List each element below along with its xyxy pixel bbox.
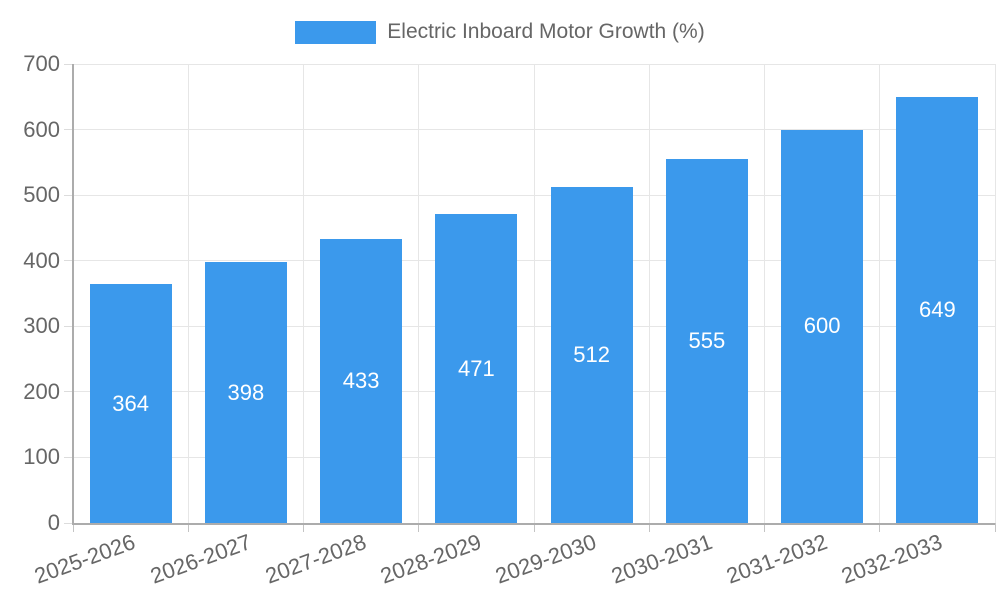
bar-2027-2028[interactable] [320, 239, 403, 523]
y-tick-label: 500 [23, 182, 60, 208]
y-axis-tick [64, 456, 73, 458]
bar-2029-2030[interactable] [550, 187, 633, 523]
x-axis-tick [648, 523, 650, 532]
bar-2026-2027[interactable] [204, 262, 287, 523]
x-tick-label: 2027-2028 [261, 529, 370, 589]
y-axis-line [72, 64, 74, 523]
y-tick-label: 0 [47, 510, 60, 535]
y-axis-tick [64, 391, 73, 393]
y-tick-label: 700 [23, 51, 60, 76]
bar-2028-2029[interactable] [435, 214, 518, 523]
y-tick-label: 600 [23, 116, 60, 142]
y-tick-label: 200 [23, 378, 60, 404]
bar-2025-2026[interactable] [89, 284, 172, 523]
gridline-vertical [648, 64, 650, 523]
x-tick-label: 2029-2030 [492, 529, 600, 589]
y-tick-label: 300 [23, 313, 60, 339]
x-tick-label: 2031-2032 [722, 529, 831, 589]
y-axis-tick [64, 325, 73, 327]
legend-swatch-icon [295, 20, 377, 44]
x-tick-label: 2028-2029 [377, 529, 485, 589]
gridline-vertical [187, 64, 189, 523]
y-axis-tick [64, 63, 73, 65]
y-axis-tick [64, 260, 73, 262]
x-axis-tick [994, 523, 996, 532]
x-axis-tick [764, 523, 765, 532]
x-axis-tick [418, 523, 420, 532]
gridline-vertical [764, 64, 765, 523]
x-axis-tick [187, 523, 189, 532]
gridline-vertical [418, 64, 420, 523]
bar-2032-2033[interactable] [896, 97, 979, 523]
x-axis-tick [879, 523, 881, 532]
y-axis-tick [64, 522, 73, 524]
y-axis-tick [64, 194, 73, 196]
x-tick-label: 2030-2031 [607, 529, 716, 589]
legend-label: Electric Inboard Motor Growth (%) [387, 20, 705, 43]
legend-item[interactable]: Electric Inboard Motor Growth (%) [0, 17, 1000, 47]
x-tick-label: 2026-2027 [146, 529, 255, 589]
x-tick-label: 2032-2033 [838, 529, 946, 589]
x-axis-line [72, 523, 995, 525]
gridline-vertical [994, 64, 996, 523]
y-tick-label: 400 [23, 247, 60, 273]
gridline-vertical [533, 64, 535, 523]
x-axis-tick [533, 523, 535, 532]
x-axis-tick [72, 523, 74, 532]
gridline-vertical [879, 64, 881, 523]
y-tick-label: 100 [23, 444, 60, 470]
x-tick-label: 2025-2026 [31, 529, 139, 589]
gridline-vertical [303, 64, 304, 523]
x-axis-tick [303, 523, 304, 532]
bar-2031-2032[interactable] [781, 129, 864, 523]
y-axis-tick [64, 129, 73, 131]
bar-2030-2031[interactable] [665, 159, 748, 523]
